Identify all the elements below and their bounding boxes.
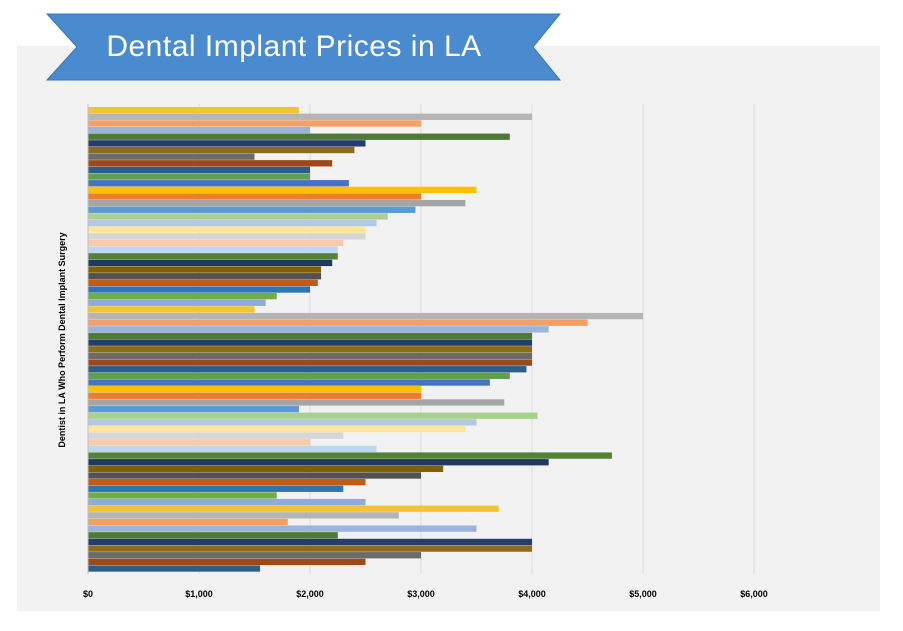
bar: [88, 259, 333, 267]
x-tick-label: $5,000: [629, 589, 657, 599]
bar: [88, 332, 532, 340]
bar: [88, 532, 338, 539]
bar: [88, 113, 532, 120]
bar: [88, 465, 444, 473]
bar: [88, 538, 532, 546]
bar: [88, 286, 310, 293]
x-tick-label: $0: [83, 589, 93, 599]
bar: [88, 399, 505, 406]
bar: [88, 359, 532, 366]
bar: [88, 439, 310, 446]
bar: [88, 319, 588, 326]
bar: [88, 346, 532, 353]
bar: [88, 306, 255, 313]
x-tick-label: $2,000: [296, 589, 324, 599]
bar: [88, 445, 377, 453]
bar: [88, 472, 421, 479]
bar: [88, 558, 366, 566]
bar: [88, 405, 299, 413]
bar: [88, 505, 499, 512]
x-tick-label: $3,000: [407, 589, 435, 599]
bar: [88, 120, 421, 127]
bar: [88, 525, 477, 532]
bar: [88, 425, 466, 433]
bar: [88, 545, 532, 552]
bar: [88, 279, 318, 287]
bar: [88, 498, 366, 506]
bar: [88, 492, 277, 499]
bar: [88, 173, 310, 180]
x-tick-label: $1,000: [185, 589, 213, 599]
bar: [88, 239, 344, 247]
bar: [88, 246, 338, 253]
bar: [88, 565, 261, 572]
bar: [88, 512, 399, 519]
bar: [88, 160, 333, 167]
bar: [88, 518, 288, 526]
bar: [88, 299, 266, 306]
bar: [88, 126, 310, 134]
bar: [88, 485, 344, 492]
x-tick-label: $4,000: [518, 589, 546, 599]
bar: [88, 186, 477, 194]
bar: [88, 233, 366, 240]
bar: [88, 107, 299, 114]
bar: [88, 326, 549, 333]
bar: [88, 392, 421, 399]
bar: [88, 253, 338, 260]
bar: [88, 379, 490, 386]
bar: [88, 412, 538, 419]
bar: [88, 419, 477, 426]
bar: [88, 372, 510, 380]
bar: [88, 133, 510, 140]
bar: [88, 166, 310, 174]
y-axis-title: Dentist in LA Who Perform Dental Implant…: [57, 232, 67, 448]
bar: [88, 206, 416, 213]
chart-title: Dental Implant Prices in LA: [106, 30, 482, 63]
bar: [88, 459, 549, 466]
bar: [88, 213, 388, 220]
bar: [88, 293, 277, 300]
bar: [88, 226, 366, 233]
bar: [88, 146, 355, 154]
title-banner: [45, 13, 562, 81]
bar: [88, 366, 527, 373]
bar: [88, 432, 344, 439]
bar: [88, 180, 349, 187]
bar: [88, 312, 643, 320]
bar: [88, 200, 466, 207]
bar: [88, 452, 612, 459]
bar: [88, 339, 532, 346]
x-tick-label: $6,000: [740, 589, 768, 599]
bar: [88, 479, 366, 486]
bar: [88, 352, 532, 360]
bar: [88, 153, 255, 160]
bar: [88, 386, 421, 393]
bar: [88, 273, 322, 280]
bar: [88, 193, 421, 200]
bar: [88, 140, 366, 147]
bar: [88, 219, 377, 227]
bar: [88, 552, 421, 559]
bar: [88, 266, 322, 273]
